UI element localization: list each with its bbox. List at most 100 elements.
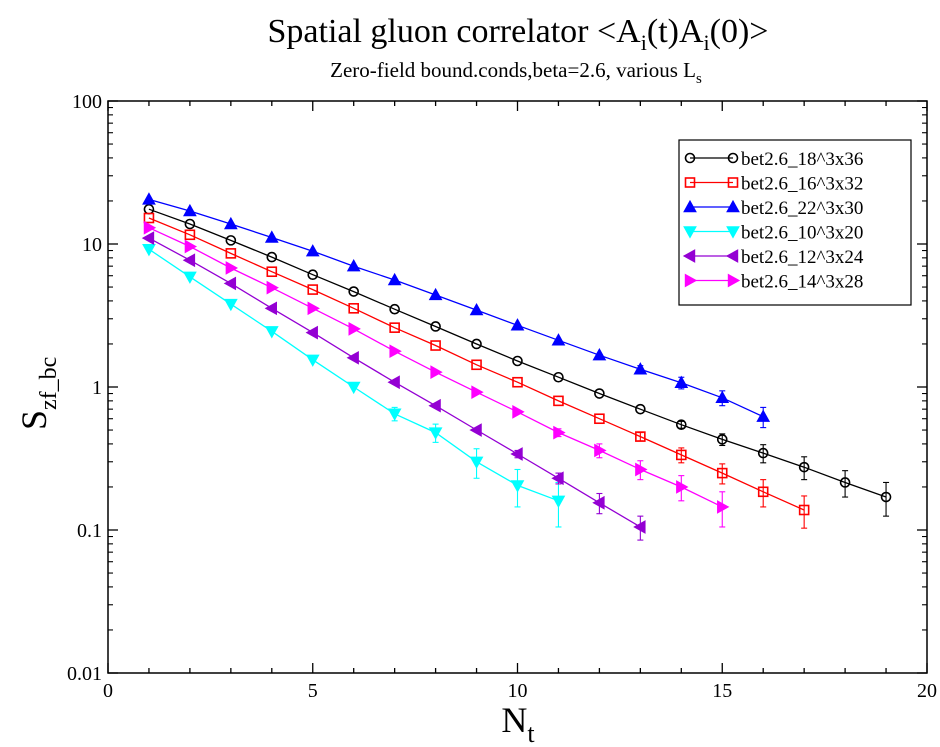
data-point xyxy=(183,203,197,217)
data-point xyxy=(305,244,320,257)
data-point xyxy=(683,226,697,239)
legend: bet2.6_18^3x36 bet2.6_16^3x32 bet2.6_22^3x… xyxy=(678,139,912,306)
data-point xyxy=(389,303,400,315)
data-point xyxy=(553,425,566,440)
legend-item: bet2.6_10^3x20 xyxy=(683,223,863,244)
legend-box xyxy=(678,139,912,306)
data-point xyxy=(635,403,646,415)
data-point xyxy=(469,302,484,316)
data-point xyxy=(551,471,564,486)
y-tick-label: 0.1 xyxy=(77,520,102,542)
data-point xyxy=(676,480,689,494)
data-point xyxy=(225,235,237,246)
data-point xyxy=(264,230,279,243)
data-point xyxy=(184,229,196,241)
series-6 xyxy=(143,220,730,528)
data-point xyxy=(726,226,740,239)
data-point xyxy=(635,431,646,442)
data-point xyxy=(387,375,400,390)
data-point xyxy=(428,427,443,440)
data-point xyxy=(512,405,525,419)
x-tick-label: 15 xyxy=(712,680,732,702)
data-point xyxy=(469,423,482,437)
data-point xyxy=(716,467,728,479)
series-2 xyxy=(143,212,810,529)
data-point xyxy=(225,248,237,259)
data-point xyxy=(551,333,566,346)
title-subscript-1: i xyxy=(641,30,647,55)
data-point xyxy=(839,477,851,488)
data-point xyxy=(510,480,525,493)
data-point xyxy=(592,348,607,361)
data-point xyxy=(727,152,739,164)
data-point xyxy=(594,443,607,458)
data-point xyxy=(635,462,648,477)
x-axis-label-subscript: t xyxy=(527,719,535,747)
data-point xyxy=(633,362,648,375)
data-point xyxy=(551,495,566,508)
data-point xyxy=(471,359,482,371)
x-axis-label-main: N xyxy=(501,700,527,740)
axes: 0 5 10 15 20 0.01 0.1 1 10 100 xyxy=(67,91,937,702)
data-point xyxy=(223,298,238,312)
legend-label: bet2.6_12^3x24 xyxy=(741,247,864,268)
data-point xyxy=(307,301,320,316)
title-text-end: (0)> xyxy=(710,13,769,50)
data-point xyxy=(184,218,196,230)
data-point xyxy=(223,216,238,230)
data-point xyxy=(266,280,279,295)
title-text-mid: (t)A xyxy=(647,13,704,50)
data-point xyxy=(387,408,402,421)
data-point xyxy=(307,269,319,280)
legend-item: bet2.6_22^3x30 xyxy=(683,198,863,219)
data-point xyxy=(305,325,318,340)
data-point xyxy=(716,434,728,445)
series-5 xyxy=(141,231,646,541)
data-point xyxy=(428,287,443,301)
data-point xyxy=(682,249,696,263)
series-3 xyxy=(142,192,771,429)
data-point xyxy=(225,261,238,275)
title-subscript-2: i xyxy=(704,30,710,55)
data-point xyxy=(387,272,402,286)
data-point xyxy=(389,322,400,333)
data-point xyxy=(726,199,740,213)
data-point xyxy=(594,413,605,425)
data-point xyxy=(512,355,523,367)
data-point xyxy=(143,212,155,224)
data-point xyxy=(469,456,484,469)
data-point xyxy=(430,321,441,332)
x-tick-label: 5 xyxy=(308,680,318,702)
data-point xyxy=(430,365,443,380)
y-tick-label: 100 xyxy=(72,91,102,113)
data-point xyxy=(142,243,156,257)
data-point xyxy=(266,266,278,278)
chart-title: Spatial gluon correlator <Ai(t)Ai(0)> xyxy=(268,13,769,55)
y-tick-label: 1 xyxy=(92,377,102,399)
data-point xyxy=(510,318,525,331)
data-point xyxy=(798,504,810,516)
data-point xyxy=(428,398,441,413)
data-point xyxy=(348,286,360,297)
series-line xyxy=(148,198,764,418)
legend-label: bet2.6_10^3x20 xyxy=(741,223,863,244)
legend-label: bet2.6_16^3x32 xyxy=(741,174,863,195)
chart-subtitle: Zero-field bound.conds,beta=2.6, various… xyxy=(330,58,702,87)
data-point xyxy=(757,486,769,498)
legend-item: bet2.6_18^3x36 xyxy=(684,149,863,170)
data-point xyxy=(510,447,523,461)
data-point xyxy=(592,495,605,510)
series-line xyxy=(148,217,805,511)
data-point xyxy=(725,249,739,263)
data-point xyxy=(183,271,197,284)
data-point xyxy=(264,326,279,339)
legend-item: bet2.6_16^3x32 xyxy=(684,174,863,195)
data-point xyxy=(717,500,730,514)
data-point xyxy=(143,220,157,235)
legend-label: bet2.6_18^3x36 xyxy=(741,149,863,170)
data-point xyxy=(756,409,771,422)
x-tick-label: 20 xyxy=(917,680,937,702)
data-point xyxy=(727,177,739,188)
